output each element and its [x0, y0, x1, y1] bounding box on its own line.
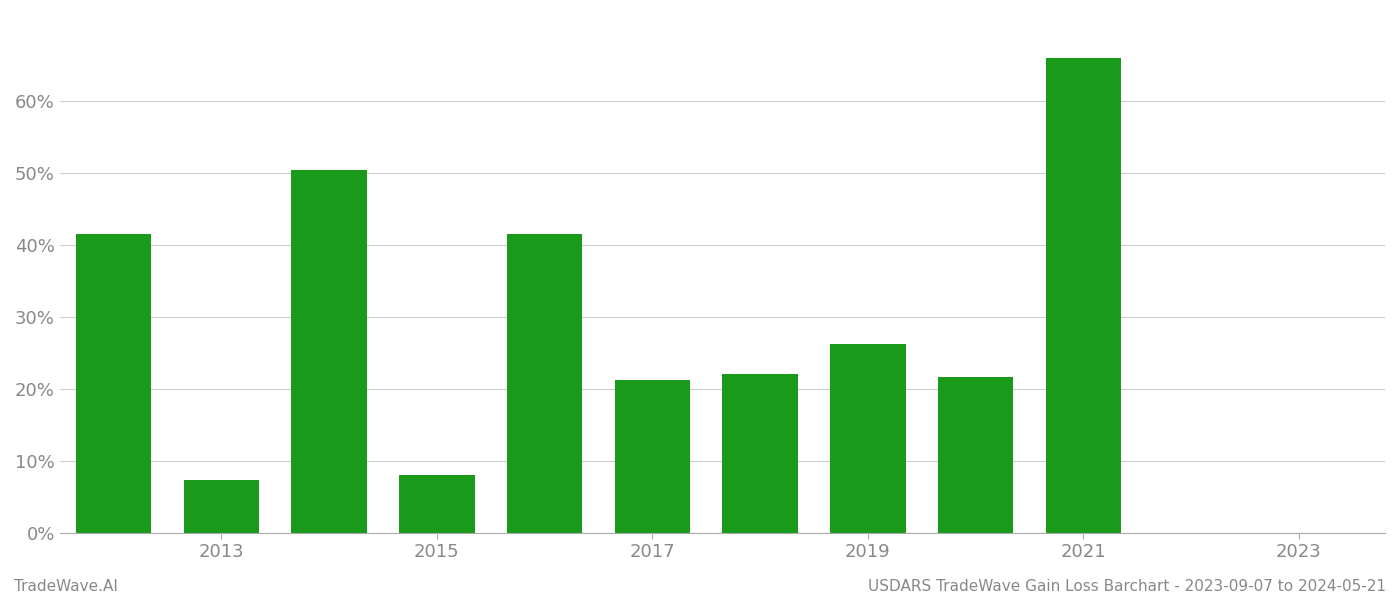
Bar	[399, 475, 475, 533]
Text: TradeWave.AI: TradeWave.AI	[14, 579, 118, 594]
Bar	[722, 374, 798, 533]
Bar	[183, 480, 259, 533]
Bar	[507, 234, 582, 533]
Bar	[615, 380, 690, 533]
Bar	[291, 170, 367, 533]
Text: USDARS TradeWave Gain Loss Barchart - 2023-09-07 to 2024-05-21: USDARS TradeWave Gain Loss Barchart - 20…	[868, 579, 1386, 594]
Bar	[76, 234, 151, 533]
Bar	[1046, 58, 1121, 533]
Bar	[938, 377, 1014, 533]
Bar	[830, 344, 906, 533]
